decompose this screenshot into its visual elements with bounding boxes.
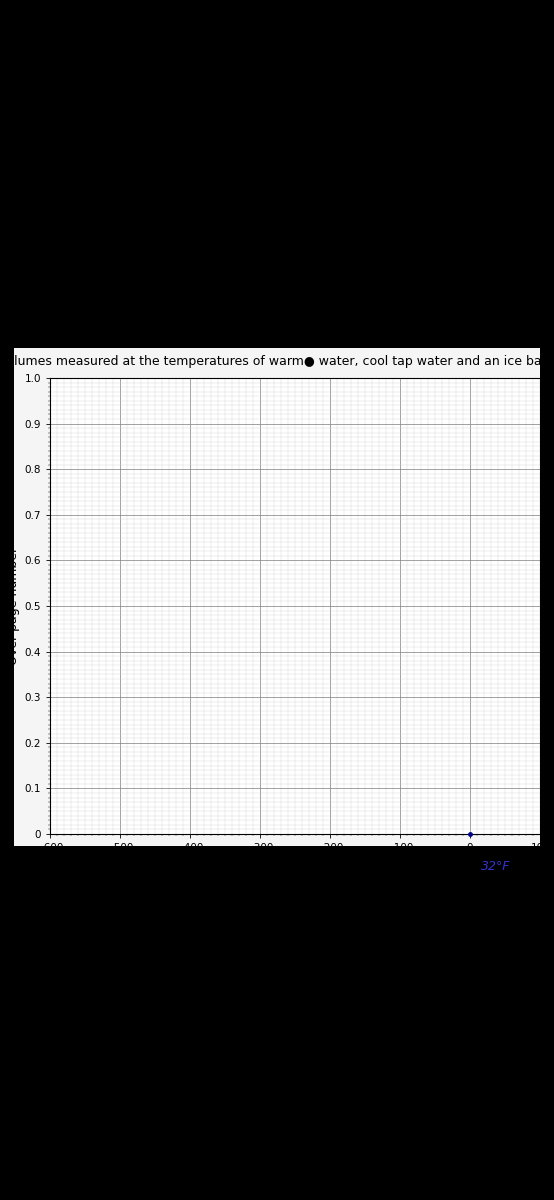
Text: Volumes measured at the temperatures of warm● water, cool tap water and an ice b: Volumes measured at the temperatures of … bbox=[0, 355, 554, 368]
Y-axis label: Over page number: Over page number bbox=[7, 547, 20, 665]
X-axis label: Temperature (°C): Temperature (°C) bbox=[241, 857, 349, 870]
Text: Charles’ Law graph for a sample of air contained in a 1.00 mL syringe: Charles’ Law graph for a sample of air c… bbox=[58, 332, 496, 346]
Text: 32°F: 32°F bbox=[481, 860, 511, 874]
